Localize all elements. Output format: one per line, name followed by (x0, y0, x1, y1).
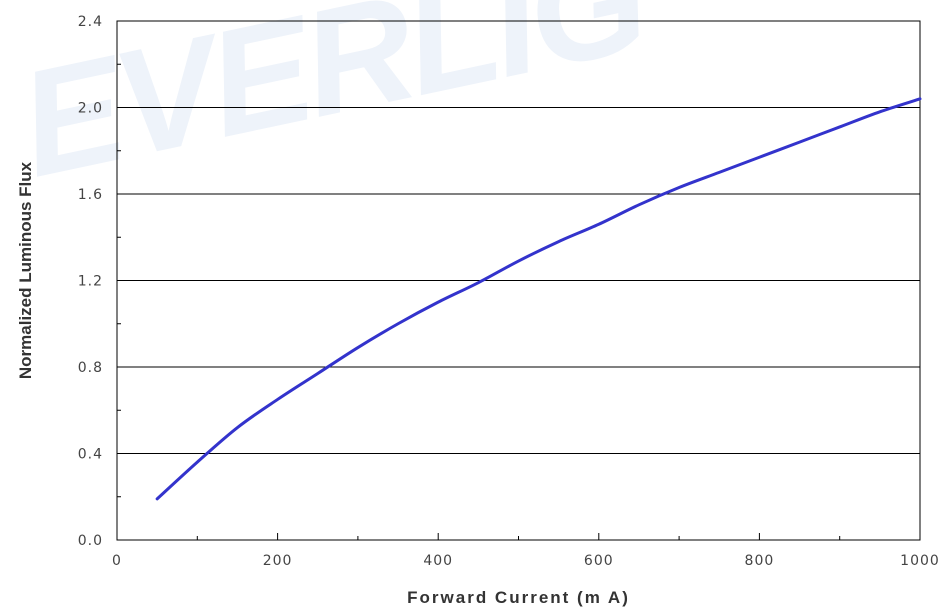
x-tick-label-600: 600 (584, 553, 614, 569)
x-tick-label-400: 400 (423, 553, 453, 569)
y-axis-title: Normalized Luminous Flux (16, 161, 35, 379)
x-axis-title: Forward Current (m A) (407, 588, 630, 607)
x-tick-label-200: 200 (263, 553, 293, 569)
y-tick-label-1.2: 1.2 (78, 274, 103, 290)
series-group (155, 97, 922, 501)
y-tick-label-0.4: 0.4 (78, 447, 103, 463)
series-line-0 (155, 97, 922, 501)
watermark-logo: EVERLIG (6, 0, 658, 209)
y-tick-label-0.8: 0.8 (78, 360, 103, 376)
x-tick-label-800: 800 (745, 553, 775, 569)
y-tick-label-2.4: 2.4 (78, 14, 103, 30)
y-tick-labels: 0.0 0.4 0.8 1.2 1.6 2.0 2.4 (78, 14, 103, 549)
y-tick-label-1.6: 1.6 (78, 187, 103, 203)
x-tick-label-1000: 1000 (900, 553, 940, 569)
grid-lines (117, 107, 920, 454)
x-tick-label-0: 0 (112, 553, 122, 569)
y-tick-label-0.0: 0.0 (78, 533, 103, 549)
y-tick-label-2.0: 2.0 (78, 101, 103, 117)
x-tick-labels: 0 200 400 600 800 1000 (112, 553, 940, 569)
axis-ticks (116, 20, 921, 541)
